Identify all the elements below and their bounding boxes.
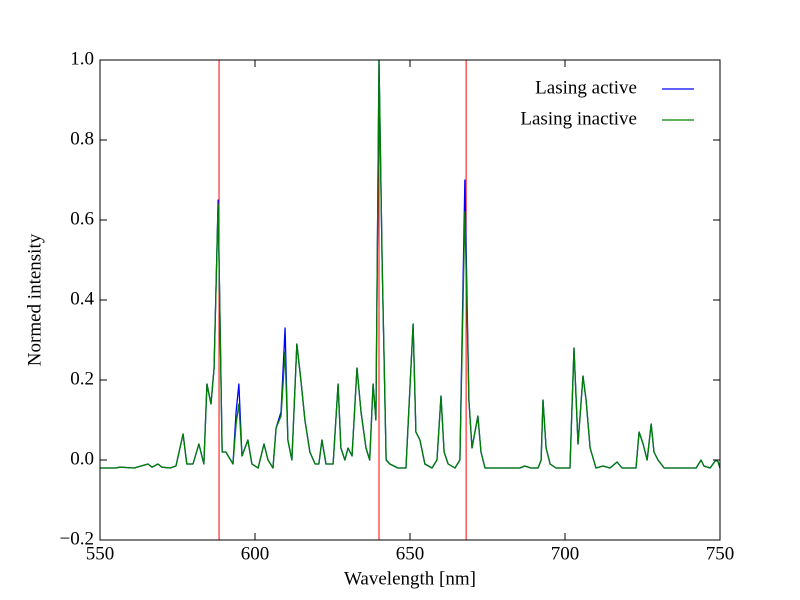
y-tick-label: −0.2 <box>60 528 94 549</box>
x-tick-label: 650 <box>396 543 425 564</box>
legend-label: Lasing active <box>535 77 637 98</box>
y-tick-label: 1.0 <box>70 48 94 69</box>
data-line <box>100 59 721 469</box>
x-tick-label: 750 <box>706 543 735 564</box>
y-tick-label: 0.8 <box>70 128 94 149</box>
y-tick-label: 0.2 <box>70 368 94 389</box>
y-axis-label: Normed intensity <box>24 233 45 366</box>
x-tick-label: 550 <box>86 543 115 564</box>
x-tick-label: 700 <box>551 543 580 564</box>
x-tick-label: 600 <box>241 543 270 564</box>
y-tick-label: 0.0 <box>70 448 94 469</box>
y-tick-label: 0.6 <box>70 208 94 229</box>
y-tick-label: 0.4 <box>70 288 94 309</box>
x-axis-label: Wavelength [nm] <box>344 568 476 589</box>
legend-label: Lasing inactive <box>520 108 637 129</box>
